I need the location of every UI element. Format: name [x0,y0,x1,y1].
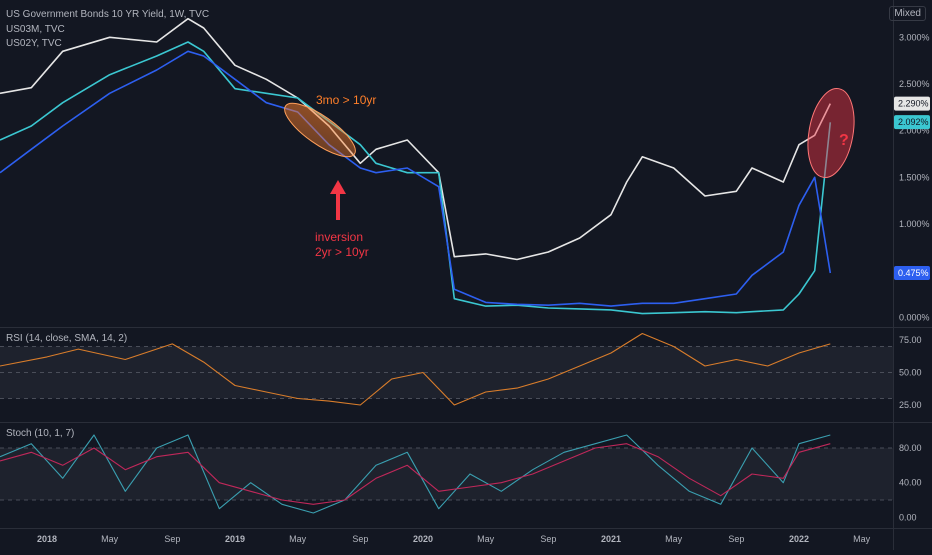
main-y-tick: 0.000% [899,312,930,322]
main-y-tick: 1.000% [899,219,930,229]
rsi-y-tick: 75.00 [899,335,922,345]
inversion-3mo-highlight-ellipse [284,102,356,158]
stoch-y-tick: 80.00 [899,443,922,453]
main-legend-us03m: US03M, TVC [6,24,65,35]
panel-separator [0,422,932,423]
x-axis-tick: May [477,534,495,544]
annotation-3mo-10yr: 3mo > 10yr [316,93,376,107]
x-axis-tick: Sep [164,534,180,544]
annotation-inversion-line1: inversion [315,230,363,244]
main-legend-us10y: US Government Bonds 10 YR Yield, 1W, TVC [6,9,210,20]
annotation-inversion-line2: 2yr > 10yr [315,245,369,259]
inversion-arrow-head [330,180,346,194]
main-series-us03m [0,41,832,315]
main-y-tick: 3.000% [899,32,930,42]
main-legend-us02y: US02Y, TVC [6,38,62,49]
x-axis-tick: Sep [352,534,368,544]
stoch-series--k [0,434,831,514]
rsi-band [0,346,893,399]
x-axis-tick: 2018 [37,534,57,544]
rsi-series-rsi [0,332,831,406]
main-y-tick: 2.000% [899,126,930,136]
time-scale-border [0,528,932,529]
main-series-us02y [0,50,832,307]
rsi-y-tick: 50.00 [899,368,922,378]
x-axis-tick: Sep [728,534,744,544]
x-axis-tick: 2022 [789,534,809,544]
x-axis-tick: May [101,534,119,544]
rsi-legend: RSI (14, close, SMA, 14, 2) [6,333,128,344]
x-axis-tick: May [289,534,307,544]
stoch-band [0,448,893,500]
annotation-question-mark: ? [839,132,849,149]
stoch-y-tick: 0.00 [899,512,917,522]
x-axis-tick: May [853,534,871,544]
panel-separator [0,327,932,328]
stoch-series--d [0,443,831,505]
last-value-label-us03m: 2.092% [898,117,929,127]
last-value-tag-us03m [894,115,930,130]
scale-mode-button[interactable]: Mixed [889,6,926,21]
stoch-y-tick: 40.00 [899,478,922,488]
x-axis-tick: 2020 [413,534,433,544]
price-scale-border [893,0,894,550]
x-axis-tick: 2019 [225,534,245,544]
last-value-tag-us10y [894,96,930,111]
question-highlight-ellipse [807,88,855,178]
last-value-label-us02y: 0.475% [898,268,929,278]
x-axis-tick: Sep [540,534,556,544]
last-value-label-us10y: 2.290% [898,99,929,109]
main-series-us-government-bonds-10-yr-yield [0,17,832,261]
main-y-tick: 1.500% [899,172,930,182]
stoch-legend: Stoch (10, 1, 7) [6,428,75,439]
rsi-y-tick: 25.00 [899,400,922,410]
last-value-tag-us02y [894,266,930,280]
main-y-tick: 2.500% [899,79,930,89]
x-axis-tick: 2021 [601,534,621,544]
x-axis-tick: May [665,534,683,544]
